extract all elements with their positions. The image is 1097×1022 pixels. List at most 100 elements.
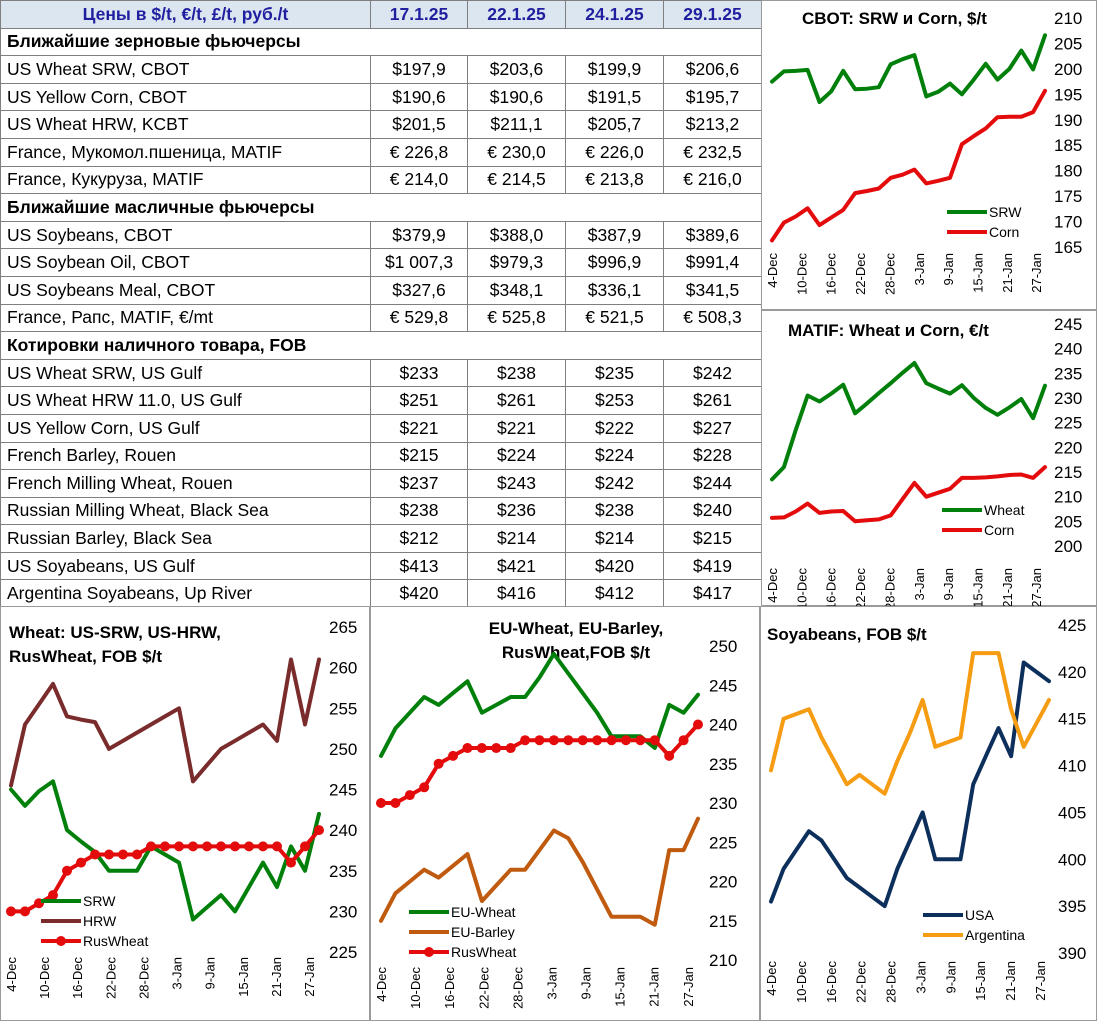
row-label: France, Кукуруза, MATIF (0, 165, 371, 195)
price-cell: € 529,8 (370, 303, 468, 333)
row-label: US Soyabeans, US Gulf (0, 551, 371, 581)
legend-label: USA (965, 907, 994, 923)
section-row: Ближайшие масличные фьючерсы (0, 193, 762, 222)
x-tick-label: 22-Dec (853, 253, 868, 295)
x-tick-label: 9-Jan (943, 961, 958, 994)
price-cell: $389,6 (663, 220, 762, 250)
wheat-fob-chart: Wheat: US-SRW, US-HRW, RusWheat, FOB $/t… (0, 606, 370, 1021)
data-point-ruswheat (300, 841, 310, 852)
price-cell: $203,6 (467, 55, 566, 84)
y-tick-label: 215 (1054, 463, 1082, 482)
y-tick-label: 210 (1054, 488, 1082, 507)
y-tick-label: 220 (1054, 438, 1082, 457)
data-point-ruswheat (462, 743, 473, 754)
price-cell: $191,5 (565, 82, 664, 112)
data-point-ruswheat (244, 841, 254, 852)
y-tick-label: 170 (1054, 213, 1082, 232)
table-header-date: 29.1.25 (663, 0, 762, 29)
y-tick-label: 180 (1054, 162, 1082, 181)
x-tick-label: 22-Dec (853, 568, 868, 607)
y-tick-label: 205 (1054, 512, 1082, 531)
y-tick-label: 225 (1054, 414, 1082, 433)
table-row: US Soybeans Meal, CBOT $327,6 $348,1 $336,1… (0, 275, 762, 305)
price-cell: € 521,5 (565, 303, 664, 333)
x-tick-label: 27-Jan (1033, 961, 1048, 1001)
price-cell: $197,9 (370, 55, 468, 84)
data-point-ruswheat (649, 735, 660, 746)
price-cell: $341,5 (663, 275, 762, 305)
y-tick-label: 240 (709, 716, 737, 735)
table-body: Ближайшие зерновые фьючерсы US Wheat SRW,… (0, 27, 762, 609)
x-tick-label: 4-Dec (374, 967, 389, 1002)
data-point-ruswheat (635, 735, 646, 746)
x-tick-label: 16-Dec (824, 568, 839, 607)
legend-label: Wheat (984, 502, 1025, 518)
series-line-hrw (9, 657, 321, 788)
price-cell: € 213,8 (565, 165, 664, 195)
row-label: US Soybeans, CBOT (0, 220, 371, 250)
data-point-ruswheat (202, 841, 212, 852)
series-line-corn (770, 465, 1047, 524)
y-tick-label: 235 (709, 755, 737, 774)
price-cell: $336,1 (565, 275, 664, 305)
price-cell: $205,7 (565, 110, 664, 139)
price-cell: $221 (467, 413, 566, 443)
y-tick-label: 265 (329, 618, 357, 637)
x-tick-label: 9-Jan (579, 967, 594, 1000)
y-tick-label: 230 (329, 902, 357, 921)
data-point-ruswheat (48, 890, 58, 901)
price-cell: $243 (467, 469, 566, 498)
price-table: Цены в $/t, €/t, £/t, руб./t 17.1.25 22.… (0, 0, 762, 609)
x-tick-label: 21-Jan (269, 957, 284, 997)
price-cell: € 232,5 (663, 137, 762, 167)
cbot-chart: CBOT: SRW и Corn, $/t 165 170 175 180 185 190… (761, 0, 1097, 310)
y-tick-label: 215 (709, 912, 737, 931)
y-tick-label: 400 (1058, 850, 1086, 869)
chart-title: Wheat: US-SRW, US-HRW, RusWheat, FOB $/t (9, 623, 221, 666)
price-cell: $214 (565, 524, 664, 553)
price-cell: $991,4 (663, 248, 762, 277)
price-cell: $251 (370, 386, 468, 415)
data-point-ruswheat (390, 798, 401, 808)
data-point-ruswheat (174, 841, 184, 852)
legend-label: RusWheat (83, 933, 148, 949)
x-tick-label: 21-Jan (647, 967, 662, 1007)
eu-fob-chart: EU-Wheat, EU-Barley, RusWheat,FOB $/t 21… (370, 606, 760, 1021)
legend-label: SRW (989, 204, 1022, 220)
row-label: US Soybean Oil, CBOT (0, 248, 371, 277)
x-tick-label: 3-Jan (912, 568, 927, 601)
x-tick-label: 4-Dec (4, 957, 19, 992)
data-point-ruswheat (118, 849, 128, 860)
price-cell: $240 (663, 496, 762, 526)
section-row: Котировки наличного товара, FOB (0, 331, 762, 360)
x-tick-label: 22-Dec (476, 967, 491, 1009)
price-cell: $327,6 (370, 275, 468, 305)
data-point-ruswheat (534, 735, 545, 746)
table-row: France, Кукуруза, MATIF € 214,0 € 214,5 € 2… (0, 165, 762, 195)
chart-title: EU-Wheat, EU-Barley, RusWheat,FOB $/t (488, 619, 664, 662)
row-label: French Barley, Rouen (0, 441, 371, 471)
y-tick-label: 195 (1054, 85, 1082, 104)
chart-title: Soyabeans, FOB $/t (767, 625, 927, 644)
eu-fob-chart-svg: 210 215 220 225 230 235 240 245 250 4-Dec 10-Dec 16… (374, 637, 737, 1009)
y-tick-label: 240 (1054, 340, 1082, 359)
price-cell: $244 (663, 469, 762, 498)
data-point-ruswheat (433, 758, 444, 769)
data-point-ruswheat (146, 841, 156, 852)
y-tick-label: 200 (1054, 60, 1082, 79)
x-tick-label: 9-Jan (203, 957, 218, 990)
price-cell: $238 (370, 496, 468, 526)
x-tick-label: 27-Jan (1029, 568, 1044, 607)
data-point-ruswheat (664, 750, 675, 761)
row-label: French Milling Wheat, Rouen (0, 469, 371, 498)
price-cell: $212 (370, 524, 468, 553)
y-tick-label: 245 (709, 676, 737, 695)
x-tick-label: 15-Jan (613, 967, 628, 1007)
data-point-ruswheat (505, 743, 516, 754)
x-tick-label: 15-Jan (970, 253, 985, 293)
y-tick-label: 210 (1054, 9, 1082, 28)
soy-fob-chart-svg: 390 395 400 405 410 415 420 425 4-Dec 10-Dec 16-De… (764, 616, 1086, 1003)
price-cell: € 214,5 (467, 165, 566, 195)
price-cell: $419 (663, 551, 762, 581)
row-label: US Wheat HRW 11.0, US Gulf (0, 386, 371, 415)
